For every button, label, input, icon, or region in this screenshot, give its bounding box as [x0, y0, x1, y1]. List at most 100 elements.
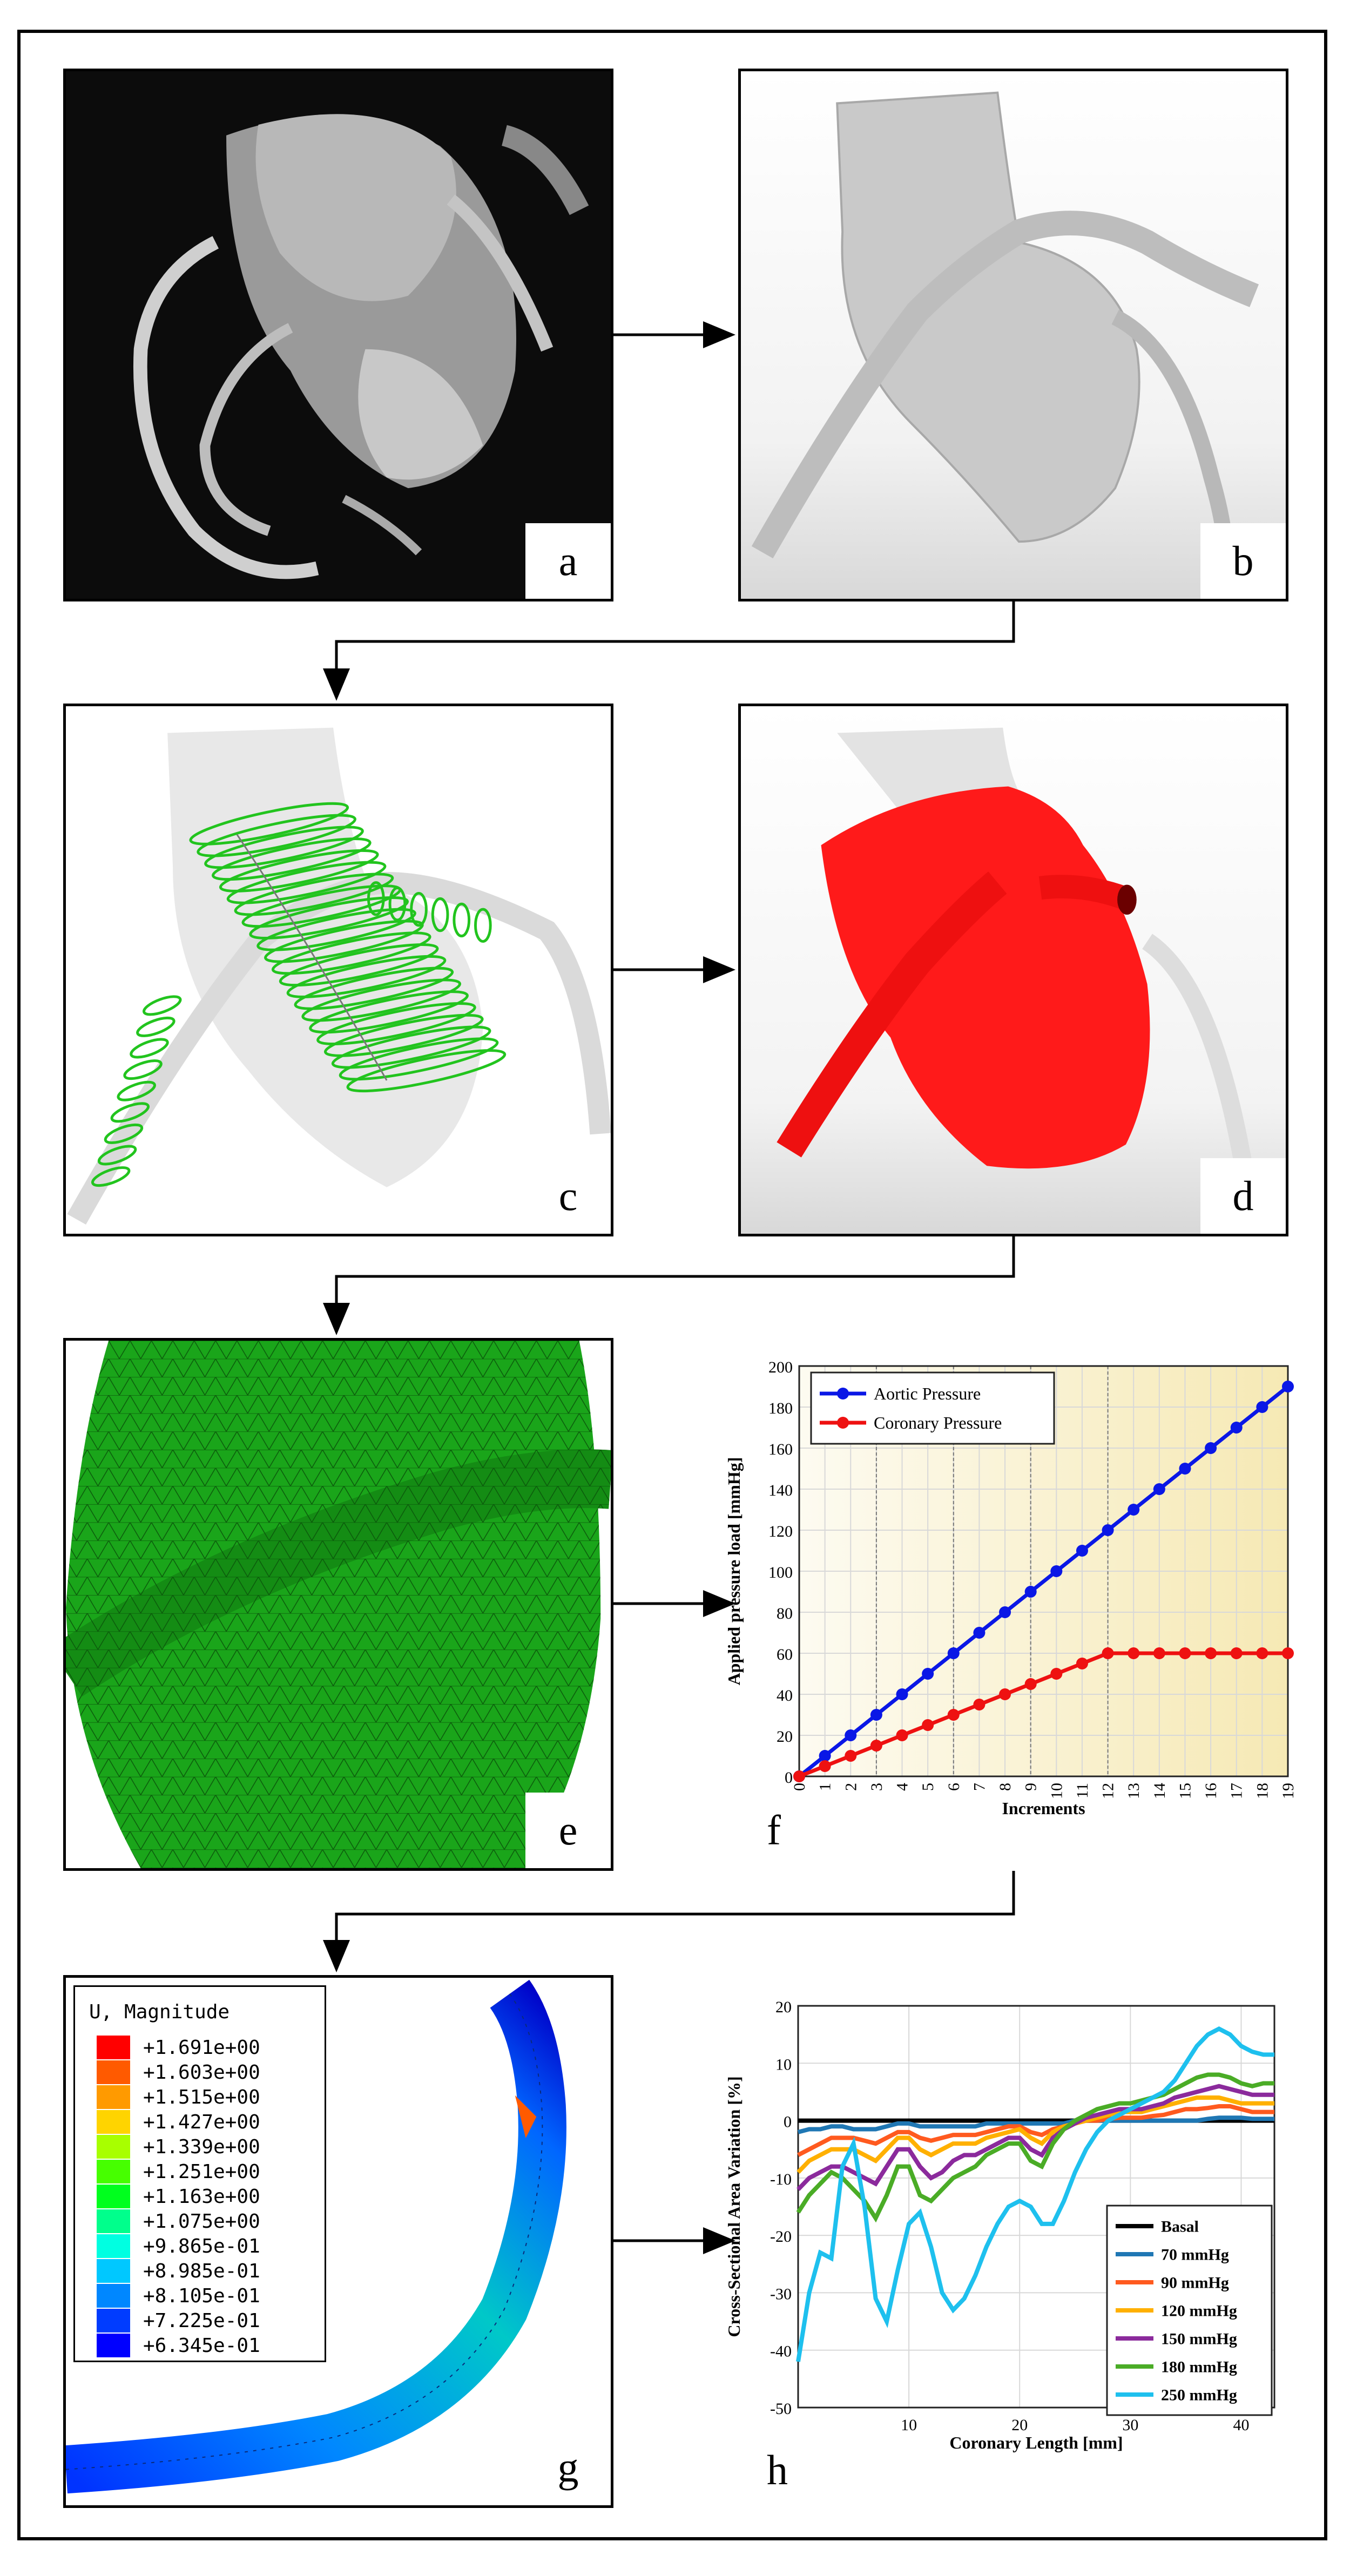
- contour-legend-value: +1.075e+00: [143, 2210, 260, 2233]
- plot-frame: [798, 1365, 1289, 1777]
- contour-legend-title: U, Magnitude: [89, 2001, 230, 2023]
- y-tick-label: 160: [768, 1441, 793, 1458]
- contour-legend-entry: +8.105e-01: [97, 2284, 260, 2308]
- x-tick-label: 11: [1074, 1783, 1091, 1799]
- x-tick-label: 12: [1099, 1783, 1117, 1799]
- data-point: [1256, 1647, 1268, 1659]
- contour-legend-swatch: [97, 2135, 130, 2159]
- contour-legend-value: +1.163e+00: [143, 2185, 260, 2208]
- x-tick-label: 14: [1151, 1783, 1169, 1799]
- data-point: [1050, 1565, 1063, 1577]
- data-point: [922, 1719, 934, 1731]
- x-axis-label: Increments: [1002, 1799, 1085, 1818]
- x-tick-label: 4: [894, 1783, 912, 1791]
- series-line: [796, 2084, 1274, 2191]
- x-tick-label: 17: [1228, 1783, 1246, 1799]
- legend-entry: Aortic Pressure: [874, 1384, 981, 1403]
- x-tick-label: 20: [1011, 2416, 1028, 2434]
- data-point: [845, 1729, 857, 1741]
- data-point: [1076, 1545, 1088, 1557]
- vessel-ring: [249, 896, 409, 939]
- y-tick-label: 10: [775, 2056, 792, 2073]
- data-point: [1282, 1381, 1294, 1392]
- vessel-ring: [286, 955, 447, 998]
- contour-legend-value: +8.985e-01: [143, 2260, 260, 2282]
- panel-e-label: e: [525, 1793, 611, 1868]
- x-tick-label: 0: [791, 1783, 808, 1791]
- contour-legend-value: +1.427e+00: [143, 2111, 260, 2133]
- data-point: [1205, 1442, 1217, 1454]
- y-tick-label: 80: [777, 1605, 793, 1622]
- legend-marker: [837, 1417, 849, 1429]
- data-point: [1179, 1463, 1191, 1475]
- legend-entry: 250 mmHg: [1161, 2386, 1237, 2404]
- panel-d-label: d: [1200, 1158, 1286, 1234]
- x-tick-label: 2: [842, 1783, 860, 1791]
- x-tick-label: 15: [1176, 1783, 1194, 1799]
- data-point: [845, 1750, 857, 1762]
- data-point: [1076, 1658, 1088, 1669]
- aorta-3d-graphic: [741, 71, 1286, 599]
- panel-d-red-surface: d: [738, 704, 1288, 1236]
- contour-legend-swatch: [97, 2160, 130, 2183]
- vessel-ring: [323, 1013, 484, 1057]
- x-tick-label: 10: [901, 2416, 917, 2434]
- y-tick-label: 60: [777, 1646, 793, 1664]
- mesh-graphic: [66, 1341, 611, 1868]
- legend-entry: 180 mmHg: [1161, 2358, 1237, 2376]
- contour-legend-entry: +1.339e+00: [97, 2135, 260, 2159]
- data-point: [999, 1688, 1011, 1700]
- contour-legend: U, Magnitude +1.691e+00 +1.603e+00 +1.515e…: [73, 1985, 326, 2362]
- x-tick-label: 16: [1202, 1783, 1220, 1799]
- panel-a-ct-image: a: [63, 69, 613, 601]
- data-point: [1050, 1668, 1063, 1680]
- vessel-ring: [234, 873, 394, 916]
- y-tick-label: 120: [768, 1523, 793, 1540]
- data-point: [999, 1606, 1011, 1618]
- data-point: [1102, 1647, 1114, 1659]
- data-point: [819, 1760, 831, 1772]
- vessel-ring: [309, 990, 469, 1034]
- contour-legend-entry: +7.225e-01: [97, 2309, 260, 2332]
- data-point: [947, 1647, 960, 1659]
- contour-legend-value: +6.345e-01: [143, 2334, 260, 2357]
- vessel-ring: [130, 1038, 169, 1059]
- contour-legend-entry: +1.075e+00: [97, 2209, 260, 2233]
- vessel-ring: [279, 943, 439, 987]
- y-tick-label: -50: [770, 2400, 792, 2418]
- panel-b-label: b: [1200, 523, 1286, 599]
- y-tick-label: 20: [777, 1728, 793, 1746]
- vessel-ring: [453, 902, 471, 938]
- panel-e-mesh: e: [63, 1338, 613, 1871]
- chart-h-svg: -50 -40 -30 -20 -10 0 10 20 10 20 30 40 Coronary Len…: [724, 1998, 1275, 2452]
- vessel-ring: [474, 908, 492, 943]
- vessel-ring: [219, 849, 379, 893]
- vessel-ring: [226, 861, 387, 904]
- x-tick-label: 3: [868, 1783, 886, 1791]
- y-axis-label: Cross-Sectional Area Variation [%]: [724, 2076, 744, 2337]
- series-line: [797, 2104, 1274, 2157]
- x-axis-label: Coronary Length [mm]: [949, 2433, 1123, 2452]
- contour-legend-value: +1.339e+00: [143, 2135, 260, 2158]
- legend-marker: [837, 1388, 849, 1399]
- legend-entry: 90 mmHg: [1161, 2274, 1229, 2292]
- vessel-ring: [197, 814, 356, 857]
- vessel-ring: [91, 1166, 131, 1187]
- y-tick-label: -40: [770, 2343, 792, 2361]
- centerline-rings-graphic: [66, 706, 611, 1234]
- contour-legend-swatch: [97, 2334, 130, 2357]
- y-tick-label: 100: [768, 1564, 793, 1581]
- vessel-ring: [136, 1016, 176, 1037]
- contour-legend-value: +1.515e+00: [143, 2086, 260, 2108]
- x-tick-label: 7: [970, 1783, 988, 1791]
- x-tick-label: 8: [996, 1783, 1014, 1791]
- chart-f-applied-pressure: 0 20 40 60 80 100 120 140 160 180 200 0 1 2 3 4 5 6 7 8 9 10 1…: [713, 1339, 1307, 1895]
- panel-b-3d-model: b: [738, 69, 1288, 601]
- panel-g-label: g: [525, 2430, 611, 2505]
- y-tick-label: -10: [770, 2171, 792, 2188]
- panel-f-label: f: [767, 1807, 781, 1854]
- panel-g-contour: U, Magnitude +1.691e+00 +1.603e+00 +1.515e…: [63, 1975, 613, 2508]
- data-point: [1128, 1504, 1140, 1516]
- panel-c-centerline-rings: c: [63, 704, 613, 1236]
- contour-legend-swatch: [97, 2209, 130, 2233]
